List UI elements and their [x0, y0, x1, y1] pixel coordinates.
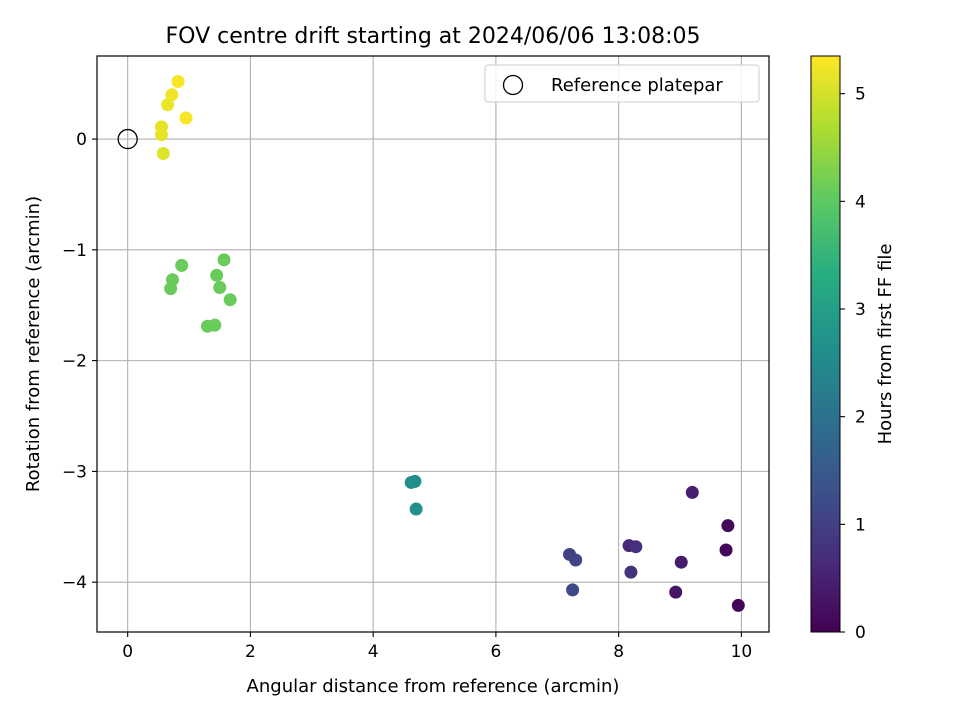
y-axis-ticks: 0 −1 −2 −3 −4 [62, 130, 97, 593]
x-tick-label: 2 [245, 642, 256, 662]
colorbar-tick-label: 3 [855, 300, 866, 320]
grid-lines [97, 56, 769, 632]
reference-platepar-marker [117, 128, 138, 150]
data-points [154, 74, 745, 612]
y-tick-label: −4 [62, 573, 87, 593]
scatter-point [674, 555, 688, 569]
scatter-point [624, 565, 638, 579]
scatter-point [208, 318, 222, 332]
legend-reference-marker [502, 74, 524, 96]
reference-marker-group [117, 128, 138, 150]
scatter-point [719, 543, 733, 557]
scatter-point [721, 519, 735, 533]
scatter-point [409, 502, 423, 516]
x-tick-label: 8 [613, 642, 624, 662]
colorbar-tick-label: 2 [855, 408, 866, 428]
scatter-point [566, 583, 580, 597]
scatter-point [175, 258, 189, 272]
x-tick-label: 4 [368, 642, 379, 662]
colorbar-tick-label: 5 [855, 85, 866, 105]
scatter-point [685, 485, 699, 499]
scatter-point [569, 553, 583, 567]
x-axis-label: Angular distance from reference (arcmin) [247, 676, 620, 697]
colorbar-label: Hours from first FF file [875, 244, 896, 445]
y-tick-label: −2 [62, 352, 87, 372]
scatter-point [408, 474, 422, 488]
x-tick-label: 0 [122, 642, 133, 662]
legend-box [484, 64, 760, 103]
chart-title: FOV centre drift starting at 2024/06/06 … [166, 24, 701, 49]
scatter-point [154, 128, 168, 142]
scatter-point [731, 598, 745, 612]
scatter-point [629, 540, 643, 554]
y-tick-label: 0 [76, 130, 87, 150]
plot-frame [96, 55, 770, 633]
x-tick-label: 10 [731, 642, 753, 662]
y-axis-label: Rotation from reference (arcmin) [23, 196, 44, 492]
scatter-point [179, 111, 193, 125]
colorbar-tick-label: 4 [855, 192, 866, 212]
scatter-point [165, 88, 179, 102]
x-tick-label: 6 [490, 642, 501, 662]
scatter-point [164, 282, 178, 296]
colorbar-tick-label: 1 [855, 515, 866, 535]
scatter-point [217, 253, 231, 267]
y-tick-label: −3 [62, 462, 87, 482]
colorbar-ticks: 0 1 2 3 4 5 [840, 85, 866, 643]
scatter-point [171, 74, 185, 88]
scatter-point [223, 293, 237, 307]
y-tick-label: −1 [62, 241, 87, 261]
scatter-point [161, 98, 175, 112]
colorbar: 0 1 2 3 4 5 Hours from first FF file [810, 55, 896, 643]
colorbar-gradient [811, 56, 840, 632]
colorbar-tick-label: 0 [855, 623, 866, 643]
scatter-point [213, 281, 227, 295]
colorbar-frame [810, 55, 841, 633]
scatter-point [210, 268, 224, 282]
legend: Reference platepar [484, 64, 760, 103]
x-axis-ticks: 0 2 4 6 8 10 [122, 632, 752, 662]
legend-entry-reference: Reference platepar [551, 75, 723, 96]
scatter-point [669, 585, 683, 599]
scatter-point [156, 146, 170, 160]
